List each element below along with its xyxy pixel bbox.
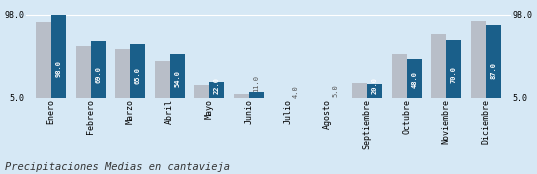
Bar [446,40,461,98]
Bar [249,92,264,98]
Text: 54.0: 54.0 [174,70,180,87]
Text: 22.0: 22.0 [214,77,220,94]
Bar [76,46,91,98]
Text: 4.0: 4.0 [293,85,299,98]
Bar [170,54,185,98]
Bar [115,49,130,98]
Text: 5.0: 5.0 [332,84,338,97]
Text: 87.0: 87.0 [490,62,496,79]
Text: 65.0: 65.0 [135,67,141,84]
Text: 69.0: 69.0 [95,66,101,83]
Bar [51,15,66,98]
Text: 98.0: 98.0 [56,60,62,77]
Bar [234,94,249,98]
Bar [431,34,446,98]
Text: 70.0: 70.0 [451,66,457,83]
Bar [352,83,367,98]
Bar [155,61,170,98]
Bar [194,85,209,98]
Bar [486,25,501,98]
Text: 48.0: 48.0 [411,71,417,88]
Text: Precipitaciones Medias en cantavieja: Precipitaciones Medias en cantavieja [5,162,230,172]
Bar [130,44,145,98]
Bar [471,21,486,98]
Bar [91,41,106,98]
Text: 20.0: 20.0 [372,77,378,94]
Text: 11.0: 11.0 [253,75,259,92]
Bar [407,59,422,98]
Bar [367,84,382,98]
Bar [209,82,224,98]
Bar [392,54,407,98]
Bar [36,22,51,98]
